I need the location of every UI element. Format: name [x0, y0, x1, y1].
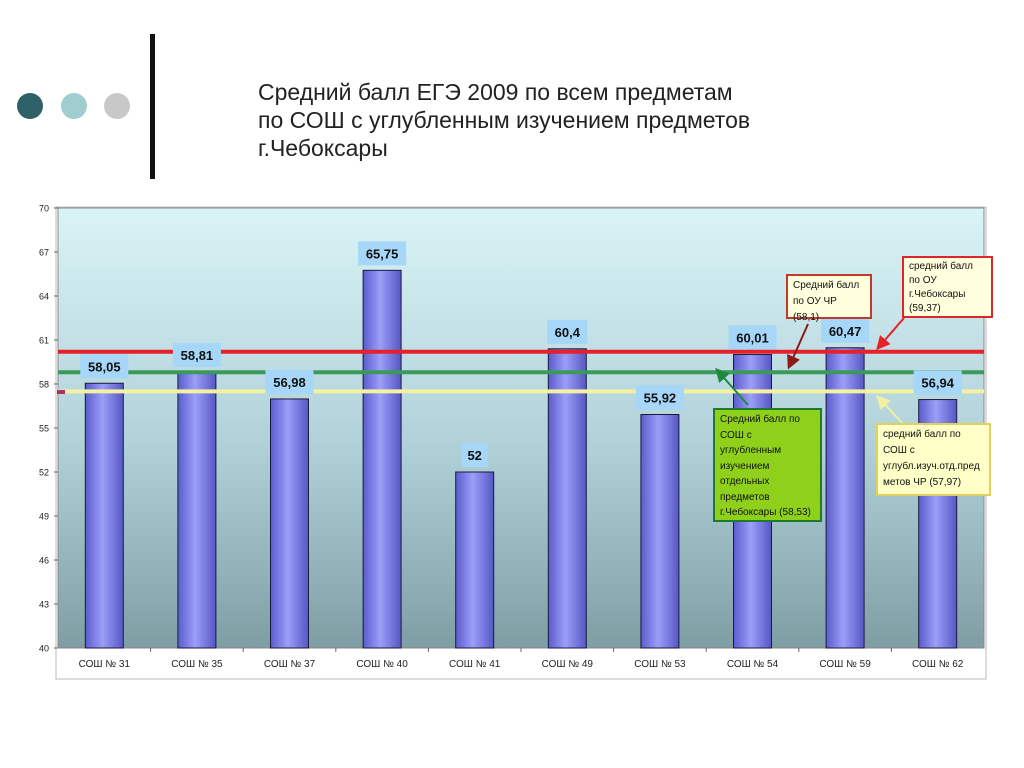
- annotation-sosh-city: Средний балл по СОШ с углубленным изучен…: [713, 408, 822, 522]
- vertical-divider: [150, 34, 155, 179]
- value-label: 65,75: [366, 246, 399, 261]
- annotation-ou-city: средний балл по ОУ г.Чебоксары (59,37): [902, 256, 993, 318]
- annotation-line: СОШ с: [883, 445, 915, 456]
- x-tick-label: СОШ № 62: [912, 659, 964, 670]
- value-label: 60,4: [555, 325, 581, 340]
- annotation-line: предметов: [720, 491, 770, 503]
- arrow-sosh-chr: [876, 394, 905, 426]
- annotation-line: отдельных: [720, 476, 770, 487]
- bar: [177, 371, 217, 649]
- y-tick-label: 43: [39, 600, 49, 610]
- value-label-bg: [635, 385, 684, 410]
- annotation-line: по ОУ: [909, 275, 937, 286]
- arrow-ou-chr: [787, 323, 809, 370]
- y-tick-label: 70: [39, 204, 49, 214]
- x-tick-label: СОШ № 53: [634, 659, 686, 670]
- value-label: 60,01: [736, 331, 769, 346]
- value-label-bg: [728, 325, 777, 350]
- value-label-bg: [80, 354, 129, 379]
- value-label-bg: [172, 343, 221, 368]
- x-tick-label: СОШ № 40: [356, 659, 408, 670]
- annotation-line: метов ЧР (57,97): [883, 477, 962, 488]
- value-label: 58,81: [181, 348, 214, 363]
- x-tick-label: СОШ № 35: [171, 659, 223, 670]
- x-tick-label: СОШ № 49: [542, 659, 594, 670]
- y-tick-label: 58: [39, 380, 49, 390]
- value-label: 55,92: [644, 391, 677, 406]
- arrow-sosh-city: [715, 367, 749, 406]
- value-label: 58,05: [88, 359, 121, 374]
- y-tick-label: 46: [39, 556, 49, 566]
- annotation-line: Средний балл по: [720, 414, 800, 425]
- annotation-line: средний балл: [909, 261, 973, 272]
- bar: [362, 269, 402, 649]
- bar: [640, 414, 680, 649]
- title-line-3: г.Чебоксары: [258, 135, 388, 161]
- x-tick-label: СОШ № 31: [79, 659, 131, 670]
- value-label: 60,47: [829, 324, 862, 339]
- y-tick-label: 64: [39, 292, 49, 302]
- arrow-ou-city: [876, 317, 905, 351]
- x-tick-label: СОШ № 59: [819, 659, 871, 670]
- dot-2: [61, 93, 87, 119]
- y-tick-label: 40: [39, 644, 49, 654]
- y-tick-label: 55: [39, 424, 49, 434]
- bars: [84, 269, 958, 649]
- value-label: 56,94: [921, 376, 954, 391]
- annotation-line: г.Чебоксары (58,53): [720, 507, 811, 518]
- dot-3: [104, 93, 130, 119]
- y-tick-label: 49: [39, 512, 49, 522]
- bar: [270, 398, 309, 649]
- slide-title: Средний балл ЕГЭ 2009 по всем предметам …: [258, 78, 750, 162]
- value-label-bg: [461, 443, 488, 467]
- title-line-2: по СОШ с углубленным изучением предметов: [258, 107, 751, 133]
- x-tick-label: СОШ № 37: [264, 659, 316, 670]
- annotation-line: Средний балл: [793, 280, 860, 291]
- x-tick-label: СОШ № 54: [727, 659, 779, 670]
- legend-marker: [57, 390, 65, 394]
- annotation-line: изучением: [720, 460, 770, 472]
- value-label: 56,98: [273, 375, 306, 390]
- bar: [825, 347, 865, 649]
- x-axis: СОШ № 31 СОШ № 35 СОШ № 37 СОШ № 40 СОШ № 41…: [79, 648, 964, 670]
- annotation-line: углубленным: [720, 445, 782, 456]
- y-tick-label: 61: [39, 336, 49, 346]
- bar: [84, 382, 124, 649]
- annotation-line: по ОУ ЧР (58,1): [793, 296, 837, 323]
- annotation-line: СОШ с: [720, 429, 752, 441]
- y-tick-label: 67: [39, 248, 49, 258]
- value-label-bg: [547, 319, 588, 344]
- title-line-1: Средний балл ЕГЭ 2009 по всем предметам: [258, 79, 733, 105]
- annotation-line: углубл.изуч.отд.пред: [883, 461, 980, 472]
- annotation-ou-chr: Средний балл по ОУ ЧР (58,1): [786, 274, 872, 323]
- value-labels: 58,05 58,81 56,98 65,75 52 60,4 55,92 60,01 60,4…: [80, 241, 962, 467]
- annotation-line: средний балл по: [883, 429, 961, 440]
- annotation-sosh-chr: средний балл по СОШ с углубл.изуч.отд.пр…: [876, 423, 991, 496]
- annotation-line: (59,37): [909, 303, 941, 314]
- dot-1: [17, 93, 43, 119]
- annotation-arrows: [715, 317, 905, 426]
- bar: [547, 348, 587, 649]
- annotation-line: г.Чебоксары: [909, 289, 966, 300]
- value-label: 52: [467, 448, 481, 463]
- y-tick-label: 52: [39, 468, 49, 478]
- value-label-bg: [913, 370, 962, 395]
- value-label-bg: [265, 369, 314, 394]
- bar: [455, 471, 495, 649]
- x-tick-label: СОШ № 41: [449, 659, 501, 670]
- value-label-bg: [821, 318, 870, 343]
- y-axis: 40 43 46 49 52 55 58 61 64 67 70: [39, 204, 58, 654]
- value-label-bg: [358, 241, 407, 266]
